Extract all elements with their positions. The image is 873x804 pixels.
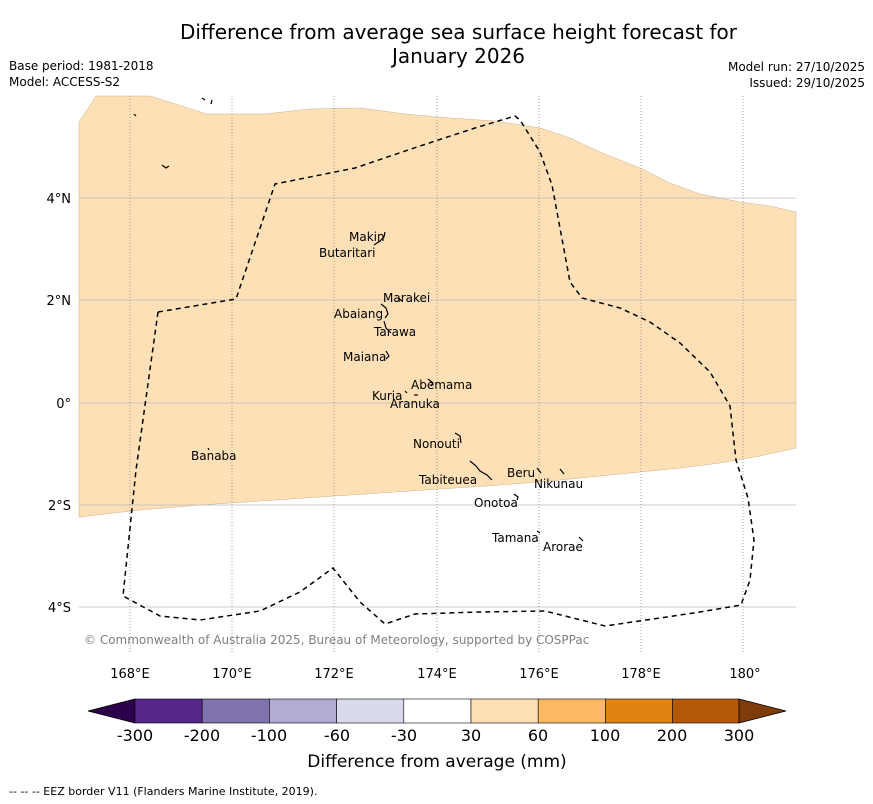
island-label-arorae: Arorae — [543, 540, 583, 554]
island-shape-northwest-2 — [161, 164, 170, 169]
lat-label-2s: 2°S — [48, 499, 71, 514]
island-shape-butaritari — [373, 231, 386, 246]
longitude-labels: 168°E 170°E 172°E 174°E 176°E 178°E 180° — [110, 667, 760, 682]
island-shape-abemama — [427, 378, 434, 387]
lon-label-176e: 176°E — [519, 667, 559, 682]
island-label-tamana: Tamana — [491, 531, 539, 545]
lat-label-4s: 4°S — [48, 601, 71, 616]
eez-border — [122, 115, 755, 627]
title-line-2: January 2026 — [391, 44, 526, 68]
colorbar-extend-min — [87, 698, 136, 724]
island-label-abemama: Abemama — [411, 378, 472, 392]
colorbar — [87, 698, 787, 724]
island-label-makin: Makin — [349, 230, 385, 244]
colorbar-tick: -30 — [391, 726, 417, 745]
lon-label-178e: 178°E — [621, 667, 661, 682]
colorbar-tick: -60 — [324, 726, 350, 745]
island-label-nonouti: Nonouti — [413, 437, 460, 451]
islands — [133, 97, 584, 542]
model-name: Model: ACCESS-S2 — [9, 75, 121, 89]
colorbar-bin-3 — [269, 698, 337, 724]
island-label-onotoa: Onotoa — [474, 496, 518, 510]
island-labels: Makin Butaritari Marakei Abaiang Tarawa … — [191, 230, 583, 554]
run-info-left: Base period: 1981-2018 Model: ACCESS-S2 — [9, 58, 154, 90]
island-label-kuria: Kuria — [372, 389, 403, 403]
colorbar-tick: 100 — [590, 726, 621, 745]
colorbar-tick: -200 — [184, 726, 220, 745]
colorbar-tick: -300 — [117, 726, 153, 745]
lon-label-180: 180° — [729, 667, 760, 682]
title-line-1: Difference from average sea surface heig… — [179, 20, 738, 44]
lon-label-168e: 168°E — [110, 667, 150, 682]
issued-date: Issued: 29/10/2025 — [749, 76, 865, 90]
colorbar-title: Difference from average (mm) — [307, 752, 566, 772]
island-shape-marakei — [397, 297, 403, 302]
island-shape-tabiteuea — [469, 460, 493, 481]
latitude-gridlines — [79, 197, 796, 608]
colorbar-bin-8 — [605, 698, 673, 724]
eez-note: -- -- -- EEZ border V11 (Flanders Marine… — [9, 785, 318, 798]
run-info-right: Model run: 27/10/2025 Issued: 29/10/2025 — [728, 59, 865, 91]
island-shape-maiana — [385, 350, 390, 360]
island-label-beru: Beru — [507, 466, 535, 480]
colorbar-bin-5 — [403, 698, 472, 724]
model-run: Model run: 27/10/2025 — [727, 60, 865, 74]
colorbar-bin-4 — [336, 698, 405, 724]
map-title: Difference from average sea surface heig… — [0, 20, 873, 68]
island-label-abaiang: Abaiang — [334, 307, 383, 321]
island-shape-northwest-1 — [133, 113, 137, 117]
island-label-tarawa: Tarawa — [373, 325, 416, 339]
colorbar-bin-6 — [470, 698, 539, 724]
latitude-labels: 4°N 2°N 0° 2°S 4°S — [47, 192, 72, 616]
lon-label-174e: 174°E — [417, 667, 457, 682]
colorbar-tick: 200 — [657, 726, 688, 745]
lon-label-172e: 172°E — [314, 667, 354, 682]
island-shape-northwest-3 — [201, 97, 206, 101]
colorbar-tick: -100 — [251, 726, 287, 745]
lon-label-170e: 170°E — [212, 667, 252, 682]
colorbar-bin-9 — [672, 698, 740, 724]
lat-label-0: 0° — [56, 397, 71, 412]
lat-label-4n: 4°N — [47, 192, 72, 207]
colorbar-tick: 60 — [528, 726, 548, 745]
colorbar-tick: 300 — [724, 726, 755, 745]
island-shape-arorae — [578, 536, 584, 542]
island-label-banaba: Banaba — [191, 449, 237, 463]
colorbar-bin-7 — [537, 698, 606, 724]
island-shape-banaba — [207, 447, 210, 451]
anomaly-band-30-60 — [78, 95, 797, 518]
island-shape-onotoa — [513, 493, 519, 501]
copyright-notice: © Commonwealth of Australia 2025, Bureau… — [84, 633, 589, 647]
island-shape-beru — [536, 467, 542, 474]
island-shape-tarawa — [383, 320, 392, 334]
colorbar-extend-max — [738, 698, 787, 724]
colorbar-tick: 30 — [461, 726, 481, 745]
island-label-aranuka: Aranuka — [390, 397, 440, 411]
island-shape-nikunau — [559, 468, 565, 475]
lat-label-2n: 2°N — [47, 294, 72, 309]
island-shape-tamana — [536, 530, 541, 534]
colorbar-bin-2 — [201, 698, 270, 724]
island-label-marakei: Marakei — [383, 291, 430, 305]
colorbar-bin-1 — [134, 698, 203, 724]
base-period: Base period: 1981-2018 — [9, 59, 154, 73]
island-shape-kuria — [404, 390, 408, 394]
island-shape-nonouti — [454, 432, 462, 444]
island-shape-abaiang — [380, 303, 389, 319]
island-label-butaritari: Butaritari — [319, 246, 376, 260]
island-label-tabiteuea: Tabiteuea — [418, 473, 477, 487]
island-shape-northwest-4 — [210, 99, 213, 105]
island-label-maiana: Maiana — [343, 350, 386, 364]
island-label-nikunau: Nikunau — [534, 477, 583, 491]
colorbar-ticks: -300 -200 -100 -60 -30 30 60 100 200 300 — [117, 726, 754, 745]
